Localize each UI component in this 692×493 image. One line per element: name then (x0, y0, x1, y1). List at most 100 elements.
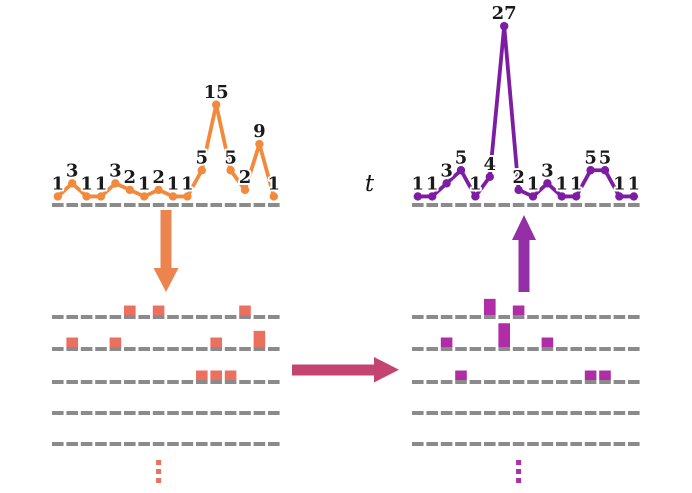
panel-dash (469, 411, 482, 415)
panel-dash (556, 442, 568, 446)
value-label: 27 (492, 3, 517, 24)
value-label: 1 (527, 173, 540, 194)
panel-dash (440, 411, 453, 415)
panel-dash (210, 442, 222, 446)
left-signal-point (212, 100, 221, 109)
coefficient-square (512, 305, 525, 315)
value-label: 3 (541, 160, 554, 181)
panel-dash (628, 347, 640, 351)
ellipsis-dot (156, 460, 162, 465)
panel-dash (469, 347, 482, 351)
panel-dash (426, 380, 438, 384)
panel-dash (224, 411, 237, 415)
value-label: 5 (599, 147, 612, 168)
right-signal-point (500, 21, 509, 31)
panel-dash (253, 442, 266, 446)
panel-dash (138, 411, 150, 415)
right-signal-point (428, 192, 437, 201)
value-label: 2 (124, 167, 137, 188)
panel-dash (239, 315, 251, 319)
panel-dash (268, 411, 280, 415)
time-axis-label: t (355, 166, 384, 201)
panel-dash (556, 315, 568, 319)
value-label: 2 (512, 167, 525, 188)
panel-dash (541, 347, 554, 351)
value-label: 3 (440, 160, 453, 181)
panel-dash (124, 347, 136, 351)
panel-dash (541, 411, 554, 415)
panel-dash (570, 347, 582, 351)
decompose-down-arrow (153, 210, 179, 292)
ellipsis-dot (516, 460, 522, 465)
axis-dash (253, 203, 266, 207)
left-signal-point (240, 185, 250, 195)
left-signal-point (140, 192, 149, 201)
panel-dash (80, 347, 93, 351)
coefficient-square (109, 337, 122, 347)
panel-dash (196, 347, 208, 351)
panel-dash (512, 347, 525, 351)
panel-dash (109, 315, 122, 319)
panel-dash (527, 411, 539, 415)
panel-dash (268, 380, 280, 384)
panel-dash (95, 380, 107, 384)
panel-dash (440, 315, 453, 319)
panel-dash (124, 411, 136, 415)
panel-dash (253, 411, 266, 415)
panel-dash (484, 315, 496, 319)
panel-dash (455, 347, 467, 351)
panel-dash (95, 411, 107, 415)
panel-dash (628, 380, 640, 384)
panel-dash (556, 380, 568, 384)
panel-dash (469, 442, 482, 446)
value-label: 3 (66, 160, 79, 181)
panel-dash (66, 411, 78, 415)
coefficient-square (196, 370, 208, 380)
value-label: 15 (204, 82, 229, 103)
value-label: 1 (138, 173, 151, 194)
panel-dash (66, 380, 78, 384)
ellipsis-dot (516, 469, 522, 474)
panel-dash (426, 442, 438, 446)
axis-dash (109, 203, 122, 207)
panel-dash (224, 315, 237, 319)
panel-dash (109, 347, 122, 351)
panel-dash (440, 380, 453, 384)
value-label: 1 (95, 173, 108, 194)
panel-dash (512, 442, 525, 446)
panel-dash (412, 442, 424, 446)
panel-dash (181, 347, 194, 351)
panel-dash (412, 380, 424, 384)
panel-dash (95, 347, 107, 351)
panel-dash (152, 347, 165, 351)
panel-dash (167, 442, 179, 446)
coefficient-square (152, 305, 165, 315)
right-signal-point (629, 192, 638, 201)
left-signal-point (255, 139, 264, 149)
panel-dash (484, 411, 496, 415)
panel-dash (556, 411, 568, 415)
panel-dash (152, 442, 165, 446)
panel-dash (268, 315, 280, 319)
axis-dash (66, 203, 78, 207)
right-signal-point (557, 192, 566, 201)
coefficient-square (210, 370, 222, 380)
left-signal-point (269, 192, 278, 201)
value-label: 1 (628, 173, 641, 194)
panel-dash (455, 315, 467, 319)
panel-dash (628, 411, 640, 415)
panel-dash (167, 380, 179, 384)
right-signal-point (586, 166, 595, 175)
panel-dash (527, 380, 539, 384)
panel-dash (599, 315, 611, 319)
left-signal-point (125, 185, 134, 195)
left-signal-point (168, 192, 178, 201)
panel-dash (239, 347, 251, 351)
panel-dash (253, 380, 266, 384)
left-signal-point (154, 185, 163, 195)
panel-dash (455, 442, 467, 446)
axis-dash (210, 203, 222, 207)
axis-dash (124, 203, 136, 207)
panel-dash (498, 442, 510, 446)
coefficient-square (66, 337, 78, 347)
